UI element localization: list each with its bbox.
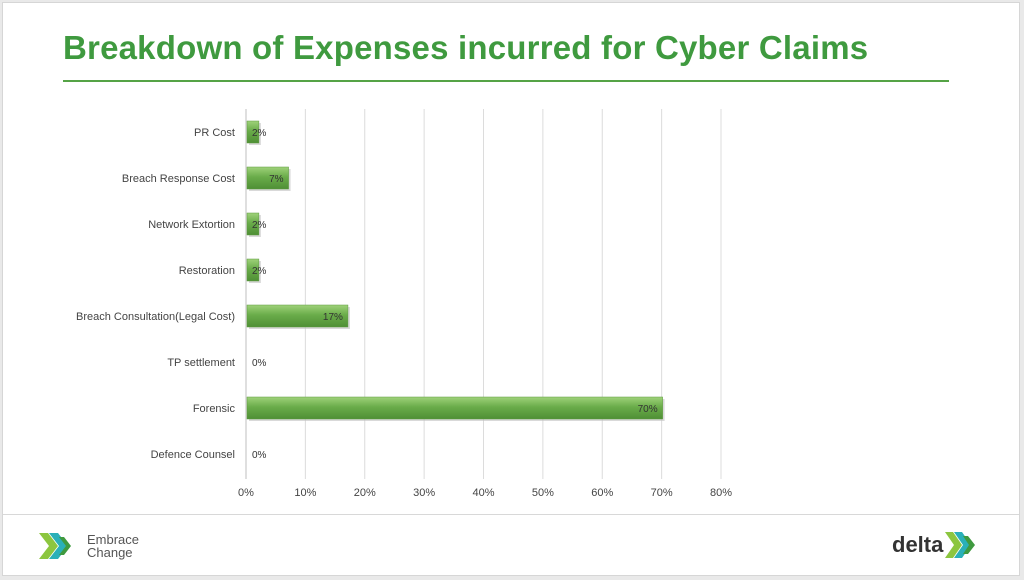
data-label: 70% bbox=[638, 404, 658, 415]
data-label: 2% bbox=[252, 266, 267, 277]
x-tick-label: 70% bbox=[651, 487, 673, 499]
x-tick-label: 20% bbox=[354, 487, 376, 499]
page-title: Breakdown of Expenses incurred for Cyber… bbox=[63, 29, 869, 66]
chevrons-icon bbox=[39, 533, 71, 559]
category-label: Forensic bbox=[193, 403, 236, 415]
category-label: Defence Counsel bbox=[151, 449, 235, 461]
embrace-change-logo: Embrace Change bbox=[39, 531, 139, 561]
category-label: TP settlement bbox=[167, 357, 235, 369]
category-label: Breach Response Cost bbox=[122, 173, 235, 185]
category-label: Breach Consultation(Legal Cost) bbox=[76, 311, 235, 323]
x-tick-label: 50% bbox=[532, 487, 554, 499]
bar bbox=[246, 396, 663, 420]
bar bbox=[246, 120, 260, 144]
x-tick-label: 0% bbox=[238, 487, 254, 499]
delta-logo: delta bbox=[892, 530, 981, 560]
data-label: 2% bbox=[252, 220, 267, 231]
data-label: 0% bbox=[252, 358, 267, 369]
x-tick-label: 30% bbox=[413, 487, 435, 499]
x-tick-label: 60% bbox=[591, 487, 613, 499]
bar bbox=[246, 258, 260, 282]
expense-bar-chart: 0% 10% 20% 30% 40% 50% 60% 70% 80% PR Cost 2% Breac… bbox=[76, 109, 732, 499]
x-tick-label: 40% bbox=[472, 487, 494, 499]
tagline-line-1: Embrace bbox=[87, 532, 140, 547]
x-tick-label: 10% bbox=[294, 487, 316, 499]
category-label: Network Extortion bbox=[148, 219, 235, 231]
data-label: 0% bbox=[252, 450, 267, 461]
x-tick-label: 80% bbox=[710, 487, 732, 499]
category-label: Restoration bbox=[179, 265, 235, 277]
title-underline bbox=[63, 80, 949, 82]
footer-divider bbox=[3, 514, 1019, 515]
chevrons-icon bbox=[945, 532, 976, 558]
brand-tagline: Embrace Change bbox=[87, 533, 139, 559]
bar bbox=[246, 166, 289, 190]
bar bbox=[246, 212, 260, 236]
data-label: 17% bbox=[323, 312, 343, 323]
data-label: 2% bbox=[252, 128, 267, 139]
bar bbox=[246, 304, 349, 328]
category-label: PR Cost bbox=[194, 127, 235, 139]
data-label: 7% bbox=[269, 174, 284, 185]
delta-wordmark: delta bbox=[892, 532, 944, 557]
tagline-line-2: Change bbox=[87, 545, 133, 560]
